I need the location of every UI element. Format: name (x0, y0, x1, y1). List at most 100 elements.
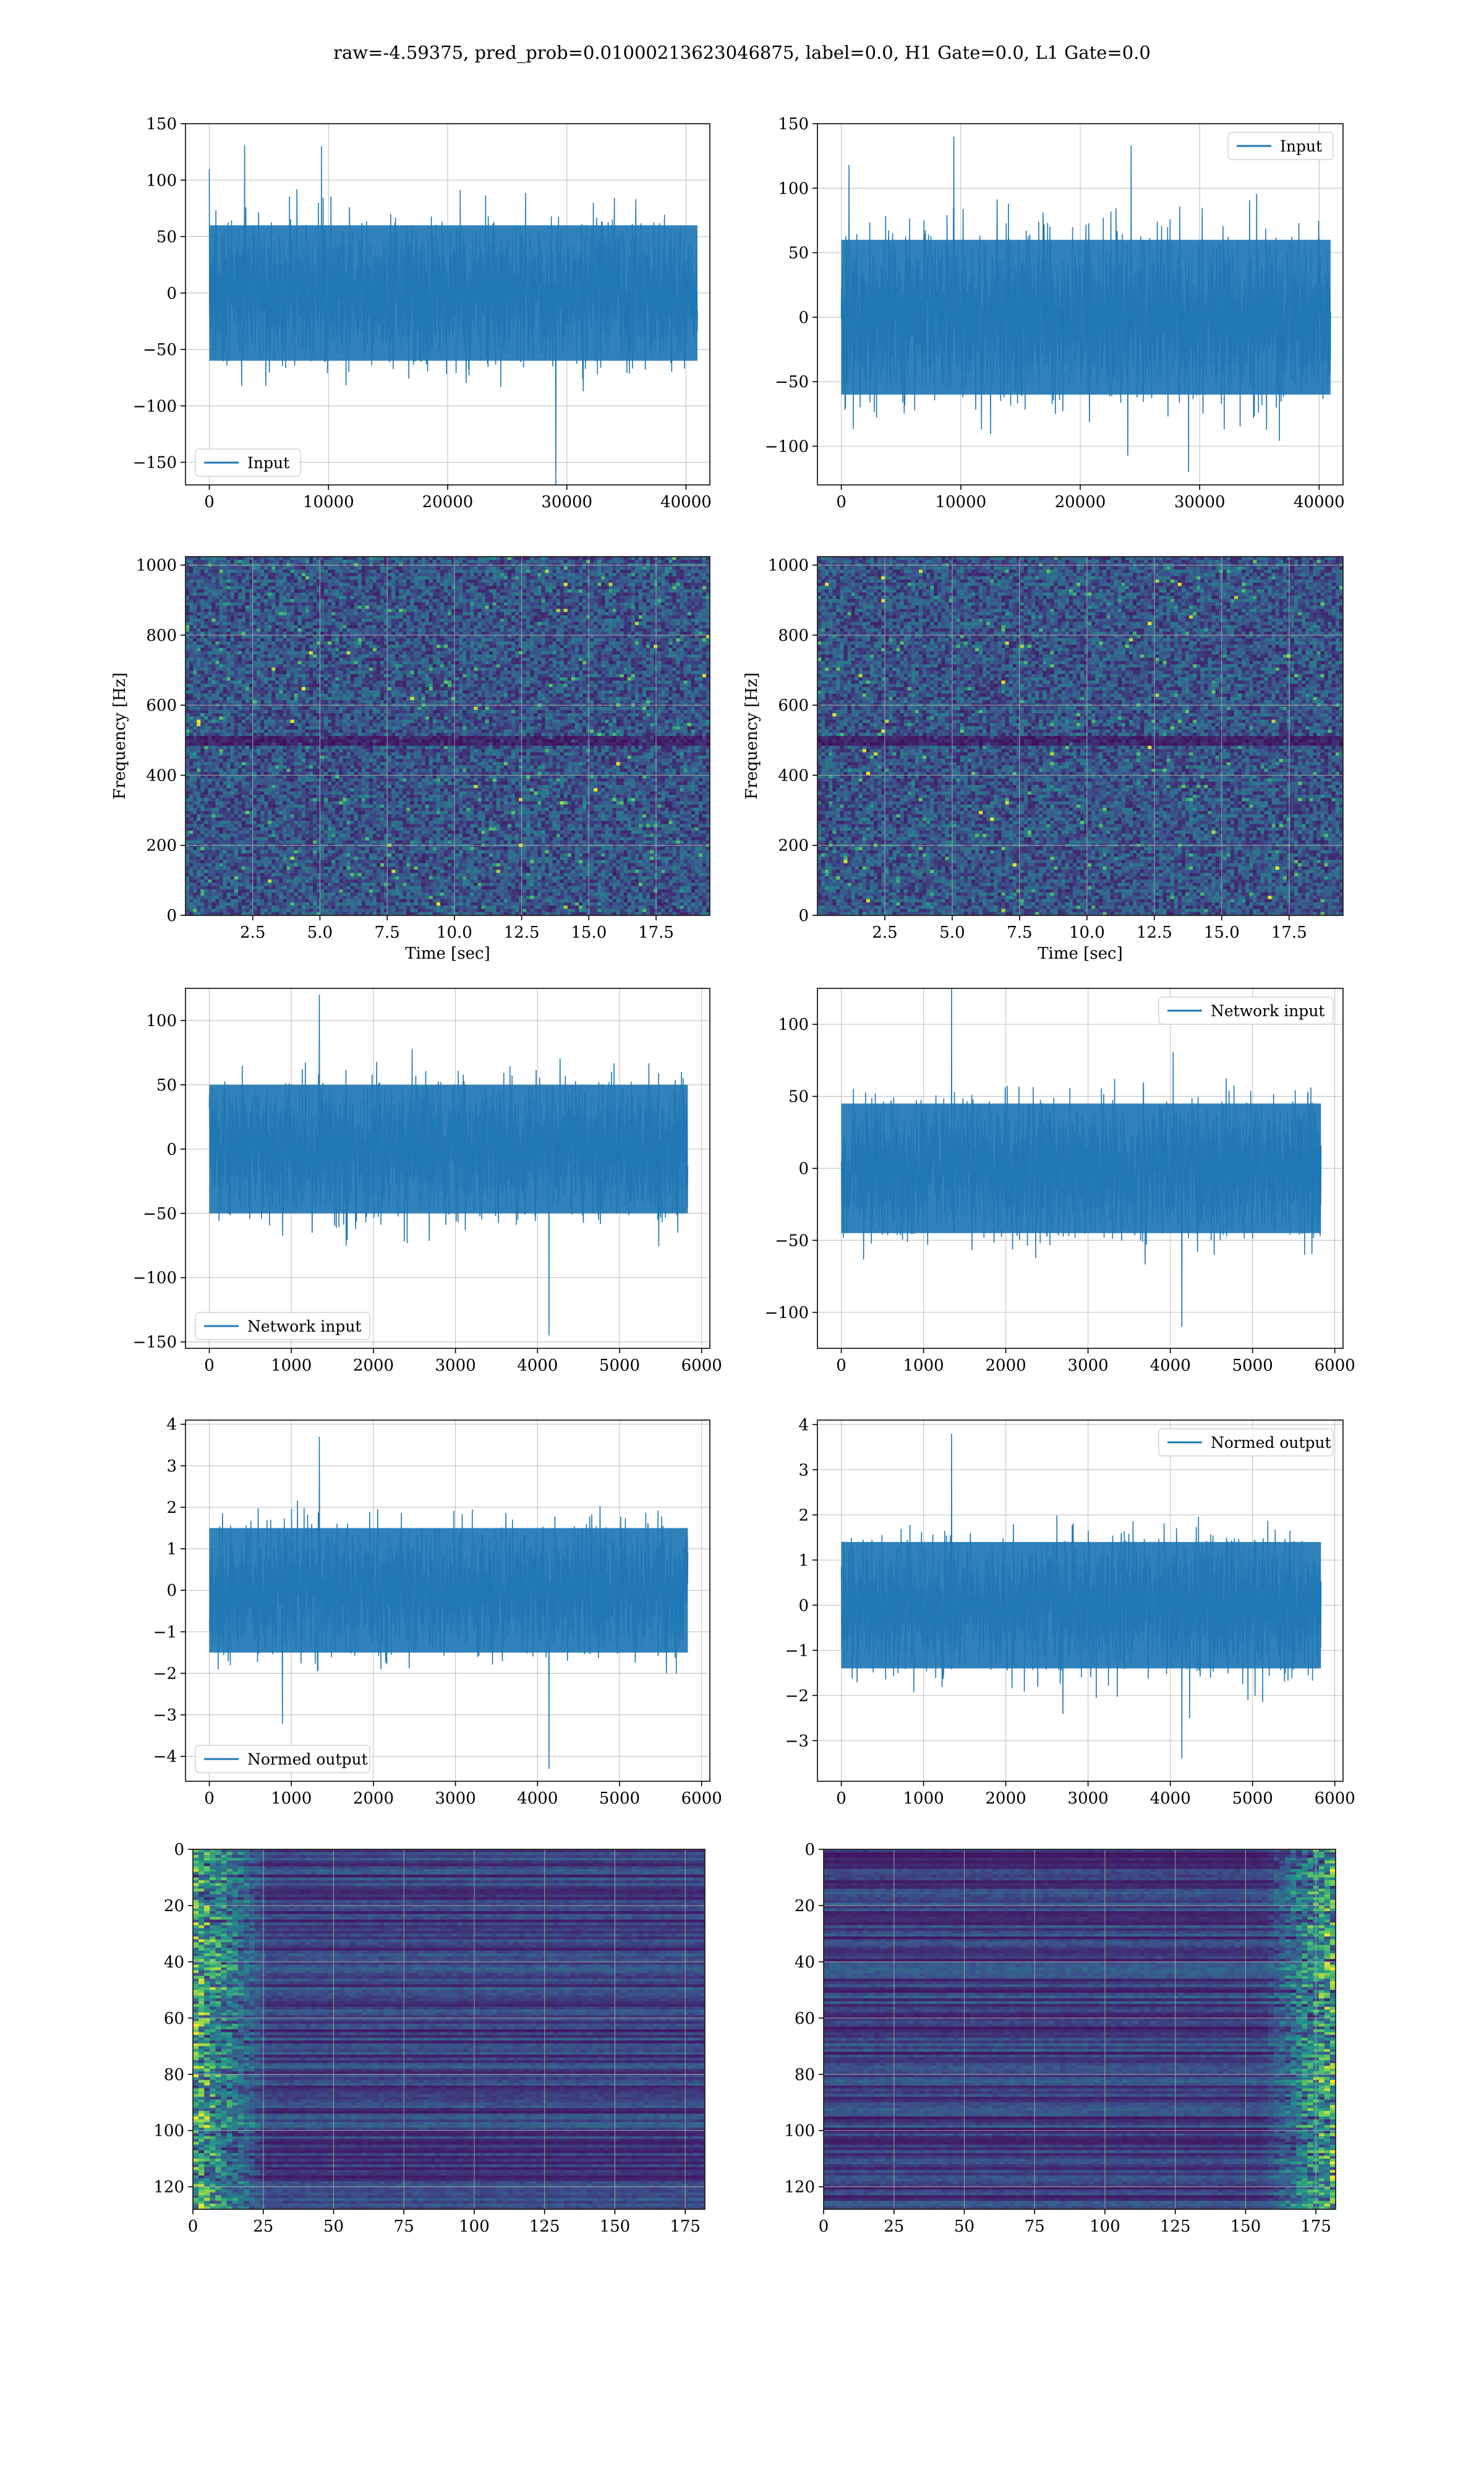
heatmap-cell (406, 661, 411, 665)
heatmap-cell (245, 667, 250, 672)
heatmap-cell (443, 638, 448, 642)
heatmap-cell (425, 602, 430, 606)
heatmap-cell (522, 641, 527, 645)
heatmap-cell (590, 596, 594, 600)
heatmap-cell (650, 579, 654, 583)
heatmap-cell (425, 641, 430, 645)
heatmap-cell (436, 576, 441, 580)
heatmap-cell (474, 586, 479, 590)
heatmap-cell (443, 667, 448, 672)
heatmap-cell (694, 586, 699, 590)
heatmap-cell (459, 579, 463, 583)
heatmap-cell (702, 667, 707, 672)
heatmap-cell (357, 641, 362, 645)
heatmap-cell (197, 586, 201, 590)
heatmap-cell (477, 618, 482, 623)
heatmap-cell (492, 583, 497, 587)
heatmap-cell (706, 657, 710, 662)
heatmap-cell (186, 670, 190, 675)
heatmap-cell (406, 651, 411, 655)
heatmap-cell (432, 635, 437, 639)
heatmap-cell (253, 586, 257, 590)
heatmap-cell (388, 576, 392, 580)
heatmap-cell (410, 625, 415, 629)
heatmap-cell (631, 606, 636, 609)
heatmap-cell (534, 657, 538, 662)
heatmap-cell (552, 573, 557, 577)
heatmap-cell (301, 618, 306, 623)
heatmap-cell (226, 651, 231, 655)
heatmap-cell (354, 606, 359, 609)
heatmap-cell (257, 606, 261, 609)
heatmap-cell (215, 566, 220, 570)
heatmap-cell (328, 622, 332, 626)
heatmap-cell (361, 638, 366, 642)
heatmap-cell (646, 579, 650, 583)
heatmap-cell (223, 664, 228, 668)
heatmap-cell (623, 599, 628, 603)
heatmap-cell (249, 612, 254, 616)
heatmap-cell (545, 615, 550, 619)
heatmap-cell (312, 651, 317, 655)
heatmap-cell (301, 579, 306, 583)
heatmap-cell (384, 570, 388, 573)
heatmap-cell (612, 648, 617, 652)
heatmap-cell (477, 593, 482, 596)
heatmap-cell (463, 596, 467, 600)
heatmap-cell (312, 593, 317, 596)
heatmap-cell (264, 596, 268, 600)
heatmap-cell (294, 579, 299, 583)
heatmap-cell (388, 573, 392, 577)
heatmap-cell (492, 599, 497, 603)
heatmap-cell (245, 593, 250, 596)
heatmap-cell (665, 661, 669, 665)
heatmap-cell (245, 589, 250, 593)
heatmap-cell (706, 609, 710, 613)
heatmap-cell (429, 648, 433, 652)
heatmap-cell (417, 625, 422, 629)
heatmap-cell (436, 651, 441, 655)
heatmap-cell (193, 654, 197, 659)
heatmap-cell (357, 657, 362, 662)
heatmap-cell (470, 570, 474, 573)
heatmap-cell (388, 667, 392, 672)
heatmap-cell (481, 635, 486, 639)
heatmap-cell (477, 609, 482, 613)
heatmap-cell (237, 606, 242, 609)
heatmap-cell (223, 557, 228, 560)
heatmap-cell (271, 641, 276, 645)
heatmap-cell (530, 654, 534, 659)
heatmap-cell (687, 615, 692, 619)
heatmap-cell (268, 651, 272, 655)
heatmap-cell (241, 615, 246, 619)
heatmap-cell (219, 635, 224, 639)
heatmap-cell (672, 570, 677, 573)
heatmap-cell (605, 615, 610, 619)
heatmap-cell (556, 625, 561, 629)
heatmap-cell (537, 625, 542, 629)
heatmap-cell (339, 576, 343, 580)
heatmap-cell (388, 593, 392, 596)
heatmap-cell (605, 635, 610, 639)
heatmap-cell (537, 609, 542, 613)
heatmap-cell (519, 599, 523, 603)
heatmap-cell (702, 654, 707, 659)
heatmap-cell (601, 612, 605, 616)
heatmap-cell (586, 606, 591, 609)
x-tick-label: 40000 (1294, 493, 1345, 511)
heatmap-cell (208, 657, 212, 662)
heatmap-cell (312, 644, 317, 649)
heatmap-cell (474, 641, 479, 645)
heatmap-cell (492, 661, 497, 665)
heatmap-cell (324, 566, 328, 570)
heatmap-cell (683, 596, 688, 600)
heatmap-cell (440, 612, 445, 616)
heatmap-cell (275, 612, 280, 616)
heatmap-cell (638, 635, 643, 639)
heatmap-cell (414, 667, 419, 672)
heatmap-cell (361, 566, 366, 570)
heatmap-cell (204, 602, 208, 606)
heatmap-cell (312, 654, 317, 659)
heatmap-cell (571, 615, 576, 619)
heatmap-cell (676, 657, 681, 662)
